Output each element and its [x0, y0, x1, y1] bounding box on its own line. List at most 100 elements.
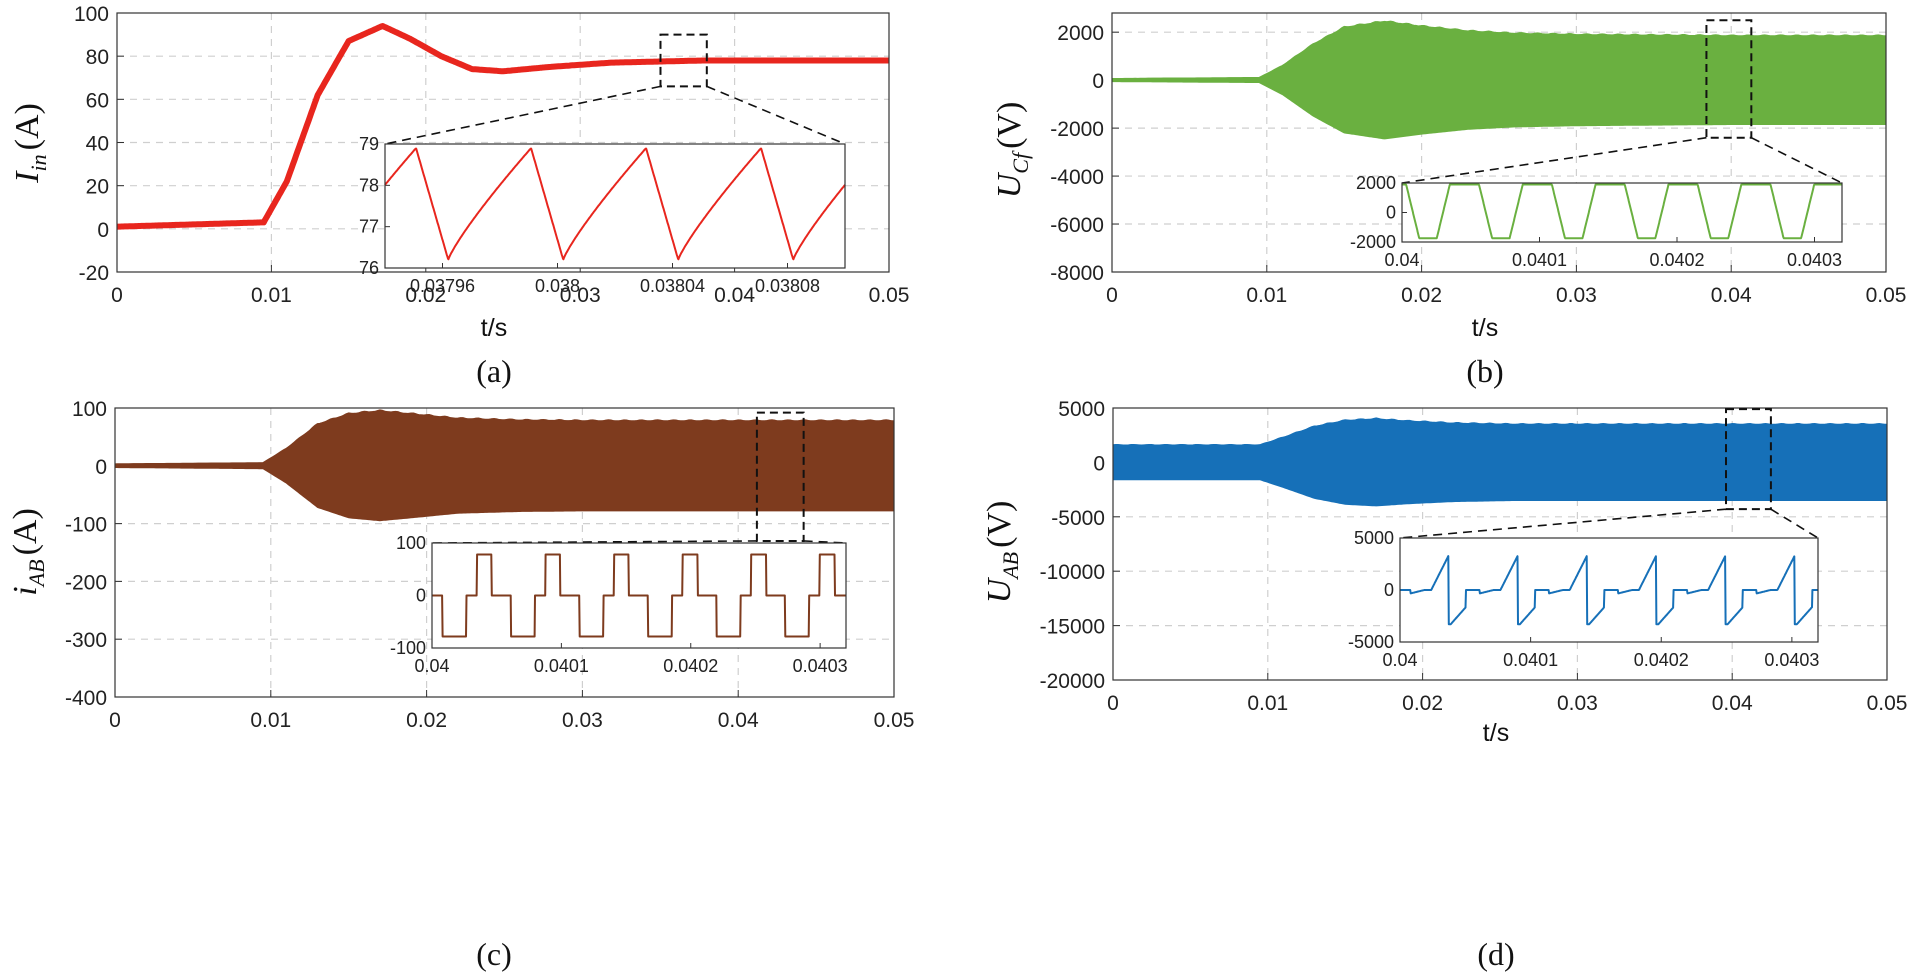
x-tick-label: 0: [109, 709, 121, 732]
inset-x-tick-label: 0.0403: [1764, 650, 1819, 670]
x-tick-label: 0: [1107, 692, 1119, 715]
series-ripple: [114, 409, 895, 465]
zoom-box: [1705, 19, 1753, 139]
y-tick-label: -20000: [1040, 670, 1105, 693]
y-label-symbol: U: [991, 171, 1028, 198]
y-tick-label: -2000: [1050, 118, 1104, 141]
inset-y-tick-label: 76: [359, 258, 379, 278]
panel-caption: (a): [476, 353, 512, 389]
y-tick-label: -100: [65, 514, 107, 537]
panel-d: 0 0.01 0.02 0.03 0.04 0.05 -20000 -15000 -10000 -…: [981, 398, 1907, 972]
y-tick-label: 0: [95, 456, 107, 479]
y-tick-label: 2000: [1057, 22, 1104, 45]
y-axis-label: UCf(V): [991, 102, 1033, 199]
y-tick-label: 0: [1093, 452, 1105, 475]
inset-y-tick-label: 79: [359, 134, 379, 154]
inset-x-tick-label: 0.0401: [1503, 650, 1558, 670]
inset-waveform: [1401, 183, 1843, 240]
y-label-subscript: AB: [24, 559, 49, 588]
y-tick-label: 80: [86, 46, 109, 69]
x-tick-label: 0.05: [869, 284, 910, 307]
x-tick-label: 0.01: [250, 709, 291, 732]
axes-frame: [1112, 407, 1888, 681]
inset-y-tick-label: -2000: [1350, 232, 1396, 252]
x-tick-label: 0.03: [1557, 692, 1598, 715]
inset-chart: 0.04 0.0401 0.0402 0.0403 -5000 0 5000: [1348, 528, 1819, 670]
x-tick-label: 0.02: [405, 284, 446, 307]
y-tick-label: -10000: [1040, 561, 1105, 584]
zoom-connector-left: [384, 85, 661, 145]
zoom-box: [755, 411, 805, 542]
panel-caption: (c): [476, 936, 512, 972]
axes-frame: [114, 407, 895, 698]
y-tick-label: 100: [74, 3, 109, 26]
y-tick-label: -8000: [1050, 262, 1104, 285]
panel-caption: (b): [1466, 353, 1503, 389]
panel-caption: (d): [1477, 936, 1514, 972]
zoom-connector-left: [1399, 508, 1727, 539]
y-tick-label: -6000: [1050, 214, 1104, 237]
panel-c: 0 0.01 0.02 0.03 0.04 0.05 -400 -300 -200 -100 0 10…: [7, 398, 914, 972]
axes-frame: [1111, 12, 1887, 273]
x-tick-label: 0.02: [406, 709, 447, 732]
y-tick-label: -400: [65, 687, 107, 710]
x-tick-label: 0.01: [1246, 284, 1287, 307]
x-tick-label: 0: [1106, 284, 1118, 307]
inset-x-tick-label: 0.04: [414, 656, 449, 676]
data-series: [115, 23, 891, 230]
inset-frame: [431, 542, 847, 649]
inset-y-tick-label: 77: [359, 217, 379, 237]
inset-chart: 0.04 0.0401 0.0402 0.0403 -100 0 100: [390, 533, 848, 676]
panel-b: 0 0.01 0.02 0.03 0.04 0.05 -8000 -6000 -4000 -200…: [991, 12, 1907, 389]
inset-x-tick-label: 0.0401: [534, 656, 589, 676]
y-tick-label: 20: [86, 176, 109, 199]
zoom-box: [1725, 408, 1772, 511]
inset-x-tick-label: 0.0402: [1634, 650, 1689, 670]
y-label-unit: (V): [991, 102, 1028, 149]
inset-x-tick-label: 0.0402: [1649, 250, 1704, 270]
y-axis-label: Iin (A): [9, 103, 51, 184]
x-tick-label: 0.01: [1247, 692, 1288, 715]
inset-waveform: [1399, 555, 1819, 626]
y-axis-label: iAB (A): [7, 508, 49, 596]
inset-y-tick-label: 5000: [1354, 528, 1394, 548]
inset-waveform: [384, 147, 846, 261]
x-tick-label: 0.03: [562, 709, 603, 732]
y-tick-label: -4000: [1050, 166, 1104, 189]
inset-chart: 0.03796 0.038 0.03804 0.03808 76 77 78 79: [359, 134, 846, 296]
inset-chart: 0.04 0.0401 0.0402 0.0403 -2000 0 2000: [1350, 173, 1843, 270]
y-tick-label: -5000: [1051, 507, 1105, 530]
y-label-unit: (A): [7, 508, 44, 555]
inset-y-tick-label: 0: [416, 586, 426, 606]
y-tick-label: 0: [1092, 70, 1104, 93]
y-label-unit: (A): [9, 103, 46, 150]
series-ripple: [1112, 417, 1888, 447]
zoom-connector-right: [1770, 508, 1819, 539]
zoom-connector-right: [706, 85, 846, 145]
y-tick-label: 100: [72, 398, 107, 421]
axes-frame: [116, 12, 890, 273]
series-ripple: [1112, 20, 1887, 80]
x-tick-label: 0: [111, 284, 123, 307]
series-line: [115, 23, 891, 230]
x-tick-label: 0.03: [560, 284, 601, 307]
inset-y-tick-label: 78: [359, 175, 379, 195]
x-axis-label: t/s: [1472, 314, 1498, 342]
inset-y-tick-label: -100: [390, 638, 426, 658]
x-axis-label: t/s: [481, 314, 507, 342]
zoom-connector-left: [1401, 136, 1707, 184]
inset-frame: [384, 143, 846, 269]
inset-frame: [1401, 182, 1843, 243]
inset-waveform: [431, 553, 847, 638]
x-tick-label: 0.04: [714, 284, 755, 307]
x-tick-label: 0.05: [1866, 284, 1907, 307]
inset-x-tick-label: 0.0403: [793, 656, 848, 676]
y-tick-label: -200: [65, 571, 107, 594]
inset-area: [1402, 183, 1842, 242]
inset-x-tick-label: 0.0401: [1512, 250, 1567, 270]
inset-x-tick-label: 0.04: [1382, 650, 1417, 670]
panel-a: 0 0.01 0.02 0.03 0.04 0.05-200204060801000.03…: [9, 3, 909, 389]
y-tick-label: 5000: [1058, 398, 1105, 421]
y-label-symbol: i: [7, 586, 44, 595]
